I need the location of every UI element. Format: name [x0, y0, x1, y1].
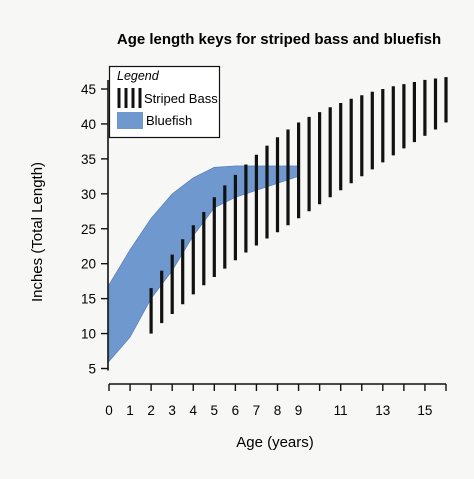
y-tick-label: 25: [81, 222, 96, 237]
x-tick-label: 4: [189, 403, 197, 418]
x-tick-label: 0: [105, 403, 113, 418]
y-tick-label: 45: [81, 82, 96, 97]
chart-title: Age length keys for striped bass and blu…: [117, 31, 441, 48]
x-tick-label: 3: [168, 403, 176, 418]
x-tick-label: 13: [375, 403, 390, 418]
x-tick-label: 11: [334, 403, 348, 418]
plot-area: [108, 77, 448, 363]
legend-title: Legend: [117, 69, 160, 83]
x-tick-label: 9: [295, 403, 303, 418]
legend-swatch-bluefish: [117, 112, 143, 129]
y-tick-label: 35: [81, 152, 96, 167]
y-tick-label: 30: [81, 187, 96, 202]
x-tick-label: 2: [147, 403, 155, 418]
y-tick-label: 15: [81, 292, 96, 307]
y-axis-label: Inches (Total Length): [29, 162, 46, 302]
x-tick-label: 15: [417, 403, 432, 418]
legend-label-bluefish: Bluefish: [146, 113, 192, 128]
legend-label-striped-bass: Striped Bass: [144, 91, 218, 106]
x-tick-label: 6: [232, 403, 240, 418]
legend-swatch-striped-bass: [117, 88, 142, 108]
x-tick-label: 1: [126, 403, 134, 418]
y-tick-label: 5: [88, 362, 96, 377]
y-axis: 5 10 15 20 25 30 35 40 45: [81, 80, 109, 377]
y-tick-label: 20: [81, 257, 96, 272]
y-tick-label: 10: [81, 327, 96, 342]
x-tick-label: 5: [211, 403, 219, 418]
x-tick-label: 8: [274, 403, 282, 418]
x-axis-label: Age (years): [236, 434, 314, 451]
x-tick-label: 7: [253, 403, 261, 418]
y-tick-label: 40: [81, 117, 96, 132]
x-axis: 0 1 2 3 4 5 6 7 8 9 11 13 15: [105, 383, 447, 418]
legend: Legend Striped Bass Bluefish: [108, 65, 221, 139]
